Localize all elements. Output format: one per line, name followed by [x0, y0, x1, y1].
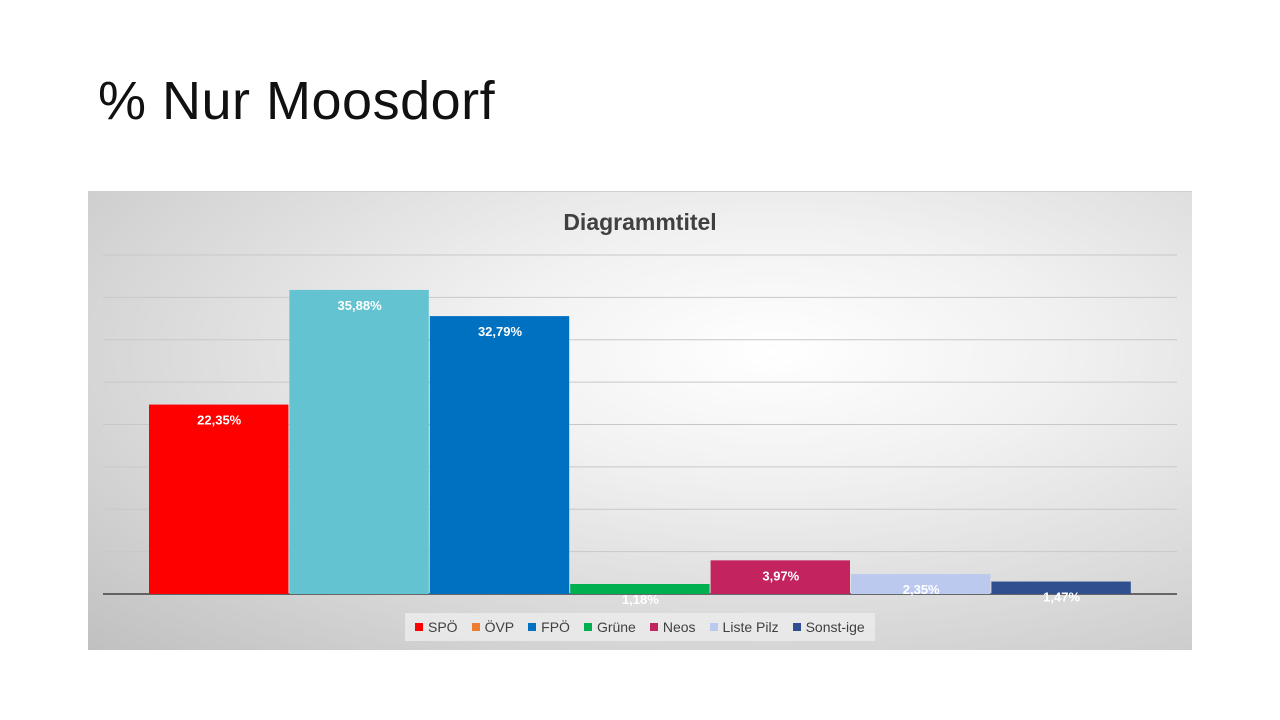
bar-sonst-ige — [991, 581, 1131, 594]
legend-label: ÖVP — [484, 619, 515, 635]
legend-item: Sonst-ige — [792, 619, 865, 635]
legend-item: SPÖ — [415, 619, 458, 635]
legend-item: ÖVP — [471, 619, 515, 635]
legend-item: Grüne — [583, 619, 636, 635]
data-label: 1,18% — [622, 592, 659, 607]
legend-item: FPÖ — [528, 619, 570, 635]
chart-title: Diagrammtitel — [563, 209, 716, 235]
legend-label: Grüne — [596, 619, 636, 635]
legend-swatch — [792, 623, 801, 631]
bar-liste-pilz — [851, 574, 991, 594]
legend-label: Neos — [662, 619, 696, 635]
bar-fpö — [429, 316, 570, 594]
legend-swatch — [415, 623, 423, 631]
bar-neos — [710, 560, 850, 594]
legend-label: Liste Pilz — [722, 619, 779, 635]
bar-övp — [289, 289, 429, 594]
bar-spö — [149, 404, 289, 594]
legend-swatch — [583, 623, 592, 631]
data-label: 2,35% — [903, 582, 940, 597]
legend-label: Sonst-ige — [805, 619, 865, 635]
legend-swatch — [528, 623, 537, 631]
data-labels: 22,35% 35,88% 32,79% 1,18% 3,97% 2,35% 1,47% — [197, 298, 1080, 607]
legend-swatch — [709, 623, 718, 631]
legend-item: Neos — [649, 619, 696, 635]
legend-label: FPÖ — [541, 619, 570, 635]
data-label: 35,88% — [338, 298, 383, 313]
data-label: 22,35% — [197, 413, 242, 428]
bars — [149, 289, 1131, 594]
bar-chart: Diagrammtitel 22,35% 35,88% 32,79% 1,18% 3,9… — [103, 209, 1177, 607]
data-label: 1,47% — [1043, 590, 1080, 605]
legend-swatch — [649, 623, 658, 631]
legend-label: SPÖ — [428, 619, 458, 635]
chart-panel: Diagrammtitel 22,35% 35,88% 32,79% 1,18% 3,9… — [88, 191, 1192, 650]
legend-swatch — [471, 623, 480, 631]
slide-title: % Nur Moosdorf — [98, 71, 496, 131]
bar-grüne — [570, 583, 710, 594]
legend-item: Liste Pilz — [709, 619, 779, 635]
chart-legend: SPÖ ÖVP FPÖ Grüne Neos Liste Pilz Sonst-ige — [405, 613, 875, 641]
data-label: 32,79% — [478, 324, 523, 339]
data-label: 3,97% — [762, 568, 799, 583]
